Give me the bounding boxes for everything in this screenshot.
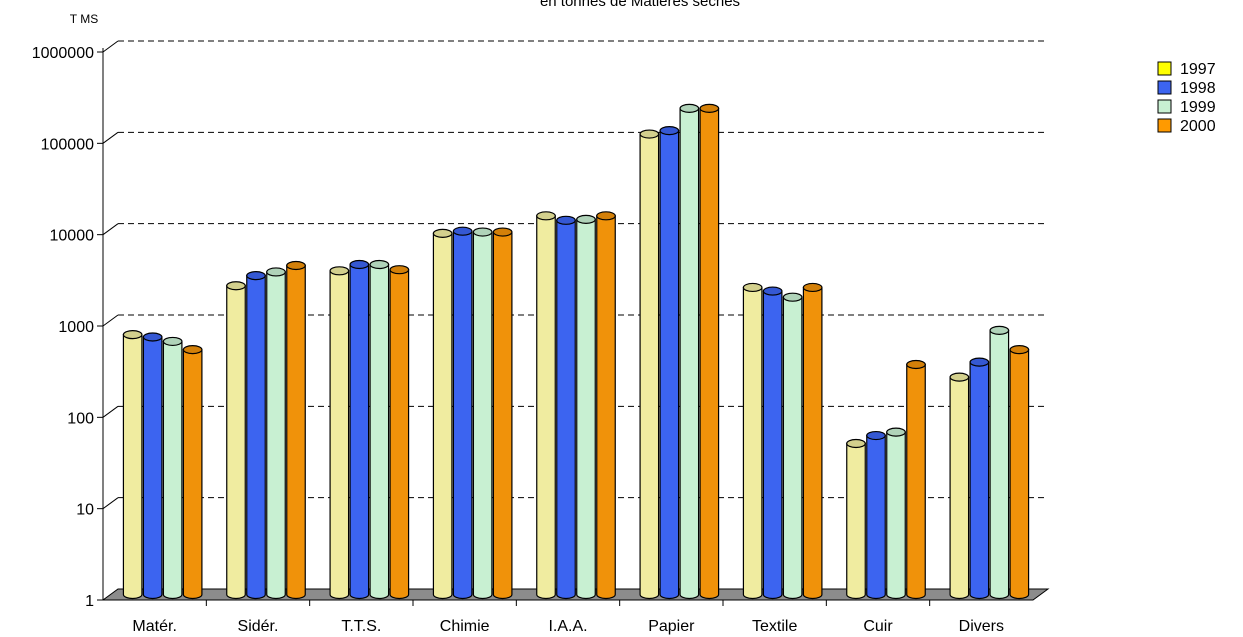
bar [846,438,866,600]
axes [102,48,1033,601]
gridline-depth [102,223,119,236]
bar [596,211,616,600]
bar [492,227,513,600]
legend-label: 1997 [1180,61,1216,78]
bar [142,332,163,600]
bar [162,336,183,600]
x-category-label: T.T.S. [341,618,381,635]
y-tick-label: 1 [85,593,94,610]
bar [472,227,493,600]
bar [556,215,576,600]
y-axis-unit-label: T MS [70,12,98,26]
gridline-depth [102,131,119,144]
legend-label: 1998 [1180,80,1216,97]
bar [762,286,783,600]
bar [699,103,720,600]
bar [989,325,1010,600]
legend: 1997 1998 1999 2000 [1157,61,1216,135]
bar [536,211,556,600]
gridline-depth [102,405,119,418]
bar [679,103,700,600]
y-tick-label: 10000 [50,228,95,245]
bars [122,103,1030,600]
y-tick-label: 10 [76,502,94,519]
bar [906,359,926,600]
y-tick-label: 100 [67,410,94,427]
x-category-label: Sidér. [238,618,279,635]
legend-swatch [1157,61,1172,76]
x-category-label: Textile [752,618,797,635]
legend-label: 2000 [1180,118,1216,135]
legend-label: 1999 [1180,99,1216,116]
x-category-label: Papier [648,618,695,635]
bar [886,427,906,600]
bar [369,259,390,600]
gridline-depth [102,314,119,327]
bar [639,129,660,600]
bar [742,282,763,600]
legend-swatch [1157,118,1172,133]
bar [782,292,803,600]
bar [949,372,970,600]
x-category-label: Chimie [440,618,490,635]
bar [802,282,823,600]
bar [1009,345,1030,600]
bar [329,266,350,600]
bar [389,265,410,600]
x-category-label: Cuir [863,618,893,635]
bar [286,260,306,600]
y-axis-ticks: 1 10 100 1000 10000 100000 1000000 [32,45,103,610]
y-tick-label: 1000 [58,319,94,336]
x-category-label: Divers [959,618,1004,635]
y-tick-label: 1000000 [32,45,94,62]
legend-swatch [1157,99,1172,114]
x-category-label: Matér. [132,618,176,635]
y-tick-label: 100000 [41,136,94,153]
legend-swatch [1157,80,1172,95]
bar [659,126,680,600]
bar [122,330,143,600]
gridline-depth [102,40,119,53]
bar [349,259,370,600]
bar [266,267,286,600]
bar [246,271,266,600]
bar [452,226,473,600]
gridline-depth [102,497,119,510]
bar [226,281,246,600]
x-category-label: I.A.A. [548,618,587,635]
bar [969,357,990,600]
x-axis-categories: Matér. Sidér. T.T.S. Chimie I.A.A. Papier Text… [132,600,1004,635]
bar [432,228,453,600]
bar [182,345,203,600]
bar [866,430,886,600]
chart-title: en tonnes de Matières sèches [540,0,740,10]
bar [576,214,596,600]
